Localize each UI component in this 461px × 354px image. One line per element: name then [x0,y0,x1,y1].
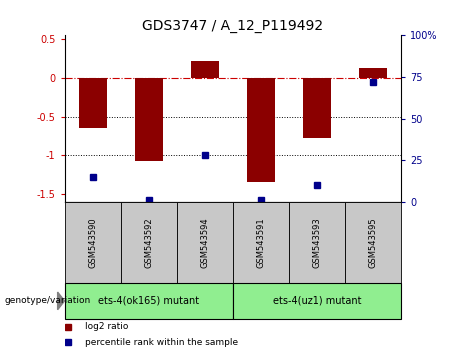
Bar [359,68,387,78]
Text: GSM543591: GSM543591 [256,217,266,268]
Polygon shape [58,292,65,310]
Bar [177,202,233,283]
Text: GSM543595: GSM543595 [368,217,378,268]
Text: log2 ratio: log2 ratio [85,322,128,331]
Bar [233,202,289,283]
Bar [303,78,331,138]
Bar [233,283,401,319]
Bar [78,78,106,128]
Bar [65,202,121,283]
Text: GSM543593: GSM543593 [313,217,321,268]
Bar [247,78,275,182]
Text: GSM543594: GSM543594 [200,217,209,268]
Bar [191,61,219,78]
Text: ets-4(uz1) mutant: ets-4(uz1) mutant [273,296,361,306]
Title: GDS3747 / A_12_P119492: GDS3747 / A_12_P119492 [142,19,323,33]
Bar [289,202,345,283]
Text: percentile rank within the sample: percentile rank within the sample [85,338,238,347]
Text: genotype/variation: genotype/variation [5,296,91,306]
Bar [345,202,401,283]
Bar [135,78,163,161]
Text: ets-4(ok165) mutant: ets-4(ok165) mutant [98,296,199,306]
Text: GSM543592: GSM543592 [144,217,153,268]
Bar [121,202,177,283]
Bar [65,283,233,319]
Text: GSM543590: GSM543590 [88,217,97,268]
